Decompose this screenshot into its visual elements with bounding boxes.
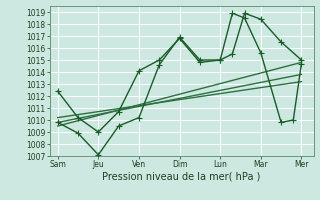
X-axis label: Pression niveau de la mer( hPa ): Pression niveau de la mer( hPa ): [102, 172, 261, 182]
